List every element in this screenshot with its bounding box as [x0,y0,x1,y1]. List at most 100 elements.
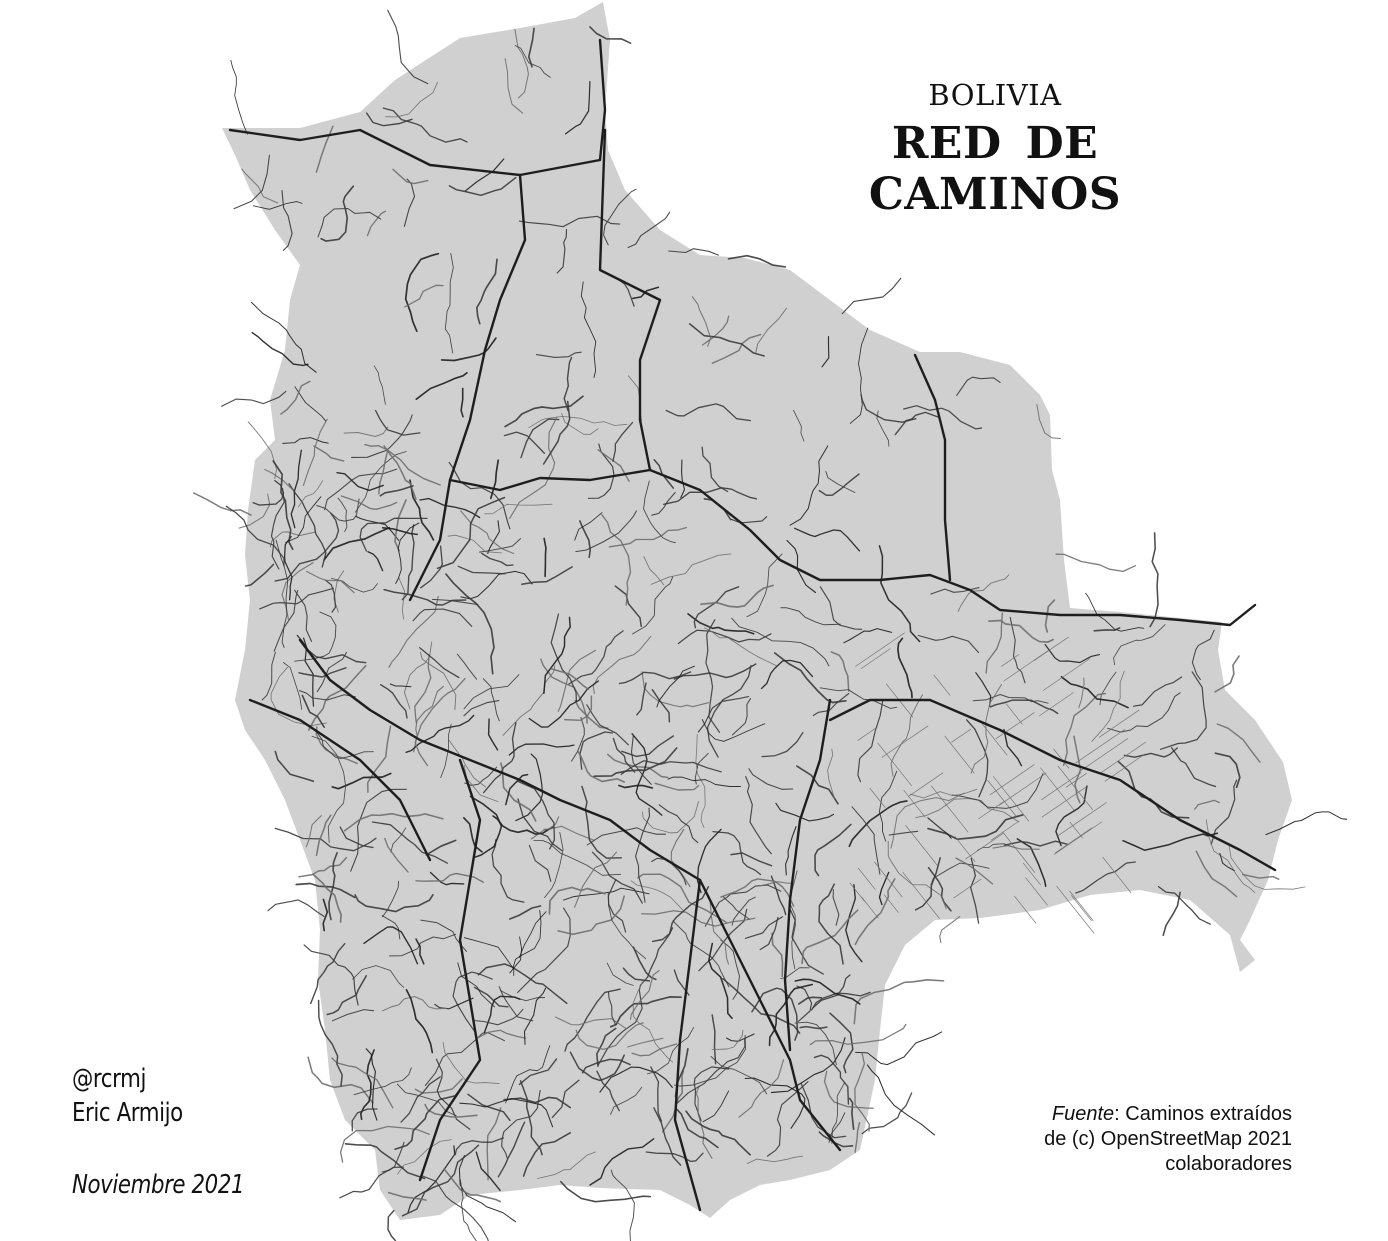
road-segment [581,785,623,859]
road-segment [866,1064,936,1136]
road-segment [827,748,835,799]
road-segment [1036,403,1062,440]
road-segment [460,570,533,600]
road-segment [965,833,1004,860]
road-segment [385,81,438,118]
road-segment [574,699,609,729]
road-segment [877,742,912,787]
road-segment [658,804,699,844]
road-segment [459,1179,477,1241]
road-segment [607,892,647,960]
road-segment [730,852,773,867]
road-segment [785,826,797,876]
road-segment [298,690,356,701]
road-segment [622,967,651,982]
road-segment [1023,862,1041,886]
road-segment [458,1154,517,1223]
road-segment [528,680,599,728]
road-segment [294,386,327,422]
road-segment [419,651,457,711]
road-segment [951,773,1044,809]
road-segment [651,688,671,723]
road-segment [795,765,839,805]
road-segment [1055,785,1088,847]
road-segment [354,893,434,913]
road-segment [720,878,795,907]
road-segment [392,168,429,185]
road-segment [379,485,414,497]
road-segment [685,1110,751,1156]
road-segment [618,784,654,789]
road-segment [663,487,758,505]
road-segment [456,653,478,680]
road-segment [917,634,980,654]
road-segment [307,665,367,731]
road-segment [720,939,740,1000]
road-segment [384,837,409,873]
road-segment [1170,746,1217,788]
road-segment [1016,838,1047,887]
road-segment [517,798,563,852]
road-segment [878,871,890,906]
road-segment [401,1144,480,1217]
road-segment [326,975,368,1016]
road-segment [569,1051,625,1082]
road-segment [609,996,682,1028]
road-segment [612,421,634,462]
road-segment [575,510,637,553]
road-segment [520,418,560,459]
road-segment [709,898,730,965]
road-segment [883,894,899,913]
road-segment [874,861,903,898]
road-segment [521,566,573,586]
road-segment [722,896,750,920]
road-segment [409,479,435,541]
road-segment [270,488,285,570]
road-segment [305,570,355,594]
road-segment [793,409,805,442]
road-segment [248,698,432,862]
road-segment [894,411,939,436]
road-segment [405,988,434,1054]
road-segment [425,839,457,856]
road-segment [1042,658,1091,691]
road-segment [1191,629,1215,681]
road-segment [463,674,520,710]
road-segment [607,879,627,933]
map-date: Noviembre 2021 [72,1170,245,1200]
road-segment [1093,627,1121,632]
road-segment [869,787,886,808]
road-segment [674,1106,719,1149]
road-segment [343,812,444,832]
road-segment [700,584,774,608]
road-segment [454,1137,505,1156]
road-segment [1265,811,1348,836]
road-segment [855,632,905,667]
road-segment [812,974,851,1009]
source-note: Fuente: Caminos extraídos de (c) OpenStr… [1032,1102,1292,1177]
road-segment [832,889,840,926]
road-segment [1075,729,1126,764]
road-segment [440,723,452,779]
road-segment [629,970,660,1020]
road-segment [475,258,498,325]
road-segment [1001,654,1020,667]
road-segment [1002,831,1035,873]
road-segment [680,459,686,499]
road-segment [851,806,881,875]
road-segment [337,497,348,533]
road-segment [1107,692,1181,733]
road-segment [571,717,585,762]
road-segment [557,649,597,712]
road-segment [505,773,529,806]
road-segment [630,880,684,911]
road-segment [443,1168,502,1203]
road-segment [712,830,762,876]
road-segment [854,1122,861,1153]
road-segment [414,654,432,724]
road-segment [843,628,893,644]
road-segment [1062,692,1107,767]
road-segment [693,1066,730,1122]
road-segment [970,857,980,924]
title-block: BOLIVIA RED DE CAMINOS [760,78,1230,220]
